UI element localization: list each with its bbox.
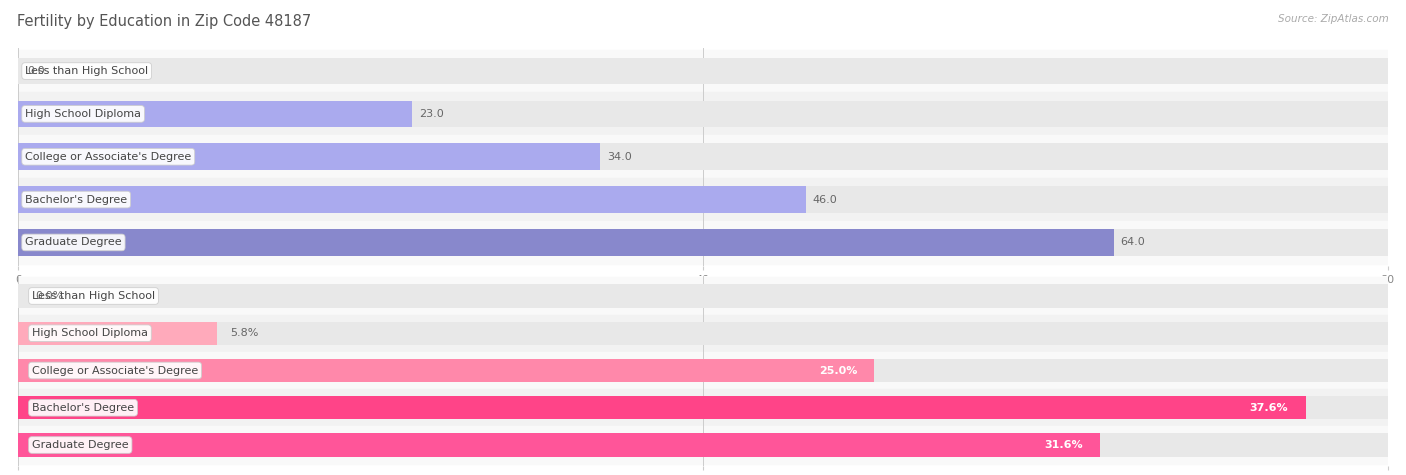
Bar (18, 101, 1388, 127)
Bar (18, 285, 1388, 307)
Bar (18, 93, 1388, 135)
Text: Bachelor's Degree: Bachelor's Degree (32, 403, 134, 413)
Bar (18, 221, 1388, 264)
Text: Graduate Degree: Graduate Degree (25, 238, 122, 247)
Bar (18, 101, 412, 127)
Bar (18, 229, 1114, 256)
Bar (18, 178, 1388, 221)
Text: College or Associate's Degree: College or Associate's Degree (32, 365, 198, 376)
Bar (18, 434, 1388, 456)
Text: Less than High School: Less than High School (32, 291, 155, 301)
Text: Bachelor's Degree: Bachelor's Degree (25, 195, 128, 205)
Bar (18, 229, 1388, 256)
Bar (18, 143, 1388, 170)
Text: 64.0: 64.0 (1121, 238, 1146, 247)
Bar (18, 396, 1306, 419)
Bar (18, 58, 1388, 85)
Bar (18, 389, 1388, 427)
Bar (18, 186, 806, 213)
Text: Fertility by Education in Zip Code 48187: Fertility by Education in Zip Code 48187 (17, 14, 311, 29)
Bar (18, 396, 1388, 419)
Text: 37.6%: 37.6% (1250, 403, 1288, 413)
Bar (18, 314, 1388, 352)
Bar (18, 50, 1388, 93)
Bar (18, 143, 600, 170)
Bar (18, 322, 1388, 345)
Bar (18, 135, 1388, 178)
Bar (18, 352, 1388, 389)
Text: 23.0: 23.0 (419, 109, 443, 119)
Text: 5.8%: 5.8% (231, 328, 259, 338)
Bar (18, 277, 1388, 314)
Bar (18, 427, 1388, 464)
Text: 25.0%: 25.0% (818, 365, 858, 376)
Text: High School Diploma: High School Diploma (25, 109, 141, 119)
Text: Source: ZipAtlas.com: Source: ZipAtlas.com (1278, 14, 1389, 24)
Text: High School Diploma: High School Diploma (32, 328, 148, 338)
Text: College or Associate's Degree: College or Associate's Degree (25, 152, 191, 162)
Text: Less than High School: Less than High School (25, 66, 148, 76)
Text: 31.6%: 31.6% (1045, 440, 1083, 450)
Text: 34.0: 34.0 (607, 152, 631, 162)
Bar (18, 322, 217, 345)
Bar (18, 186, 1388, 213)
Text: 0.0: 0.0 (27, 66, 45, 76)
Bar (18, 359, 1388, 382)
Bar (18, 434, 1099, 456)
Text: 0.0%: 0.0% (35, 291, 63, 301)
Bar (18, 359, 875, 382)
Text: Graduate Degree: Graduate Degree (32, 440, 128, 450)
Text: 46.0: 46.0 (813, 195, 838, 205)
